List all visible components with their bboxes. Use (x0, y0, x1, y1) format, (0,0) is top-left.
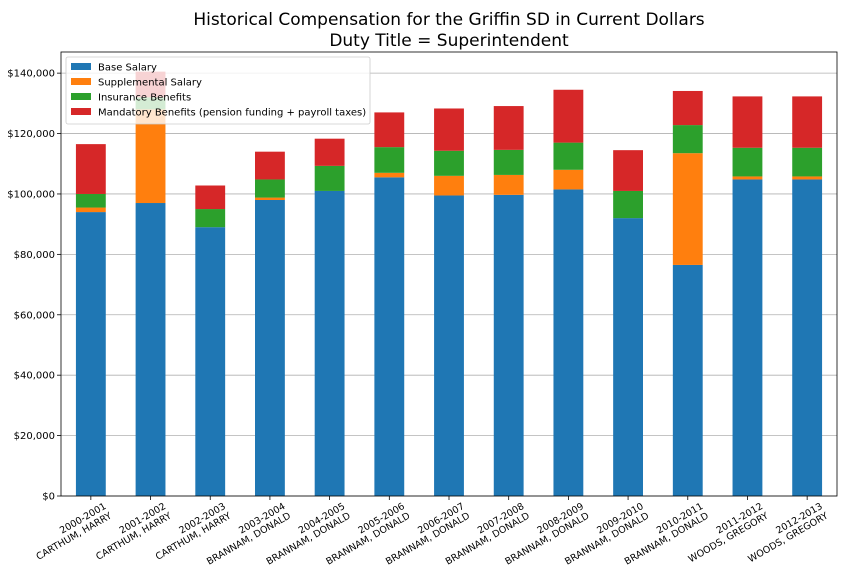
bar-segment (493, 149, 524, 175)
bar-segment (672, 90, 703, 126)
bar-segment (792, 96, 823, 148)
legend-label: Mandatory Benefits (pension funding + pa… (98, 108, 366, 119)
bar-segment (135, 203, 166, 497)
y-tick-label: $40,000 (14, 371, 55, 382)
legend-swatch (71, 93, 91, 100)
bar-segment (374, 172, 405, 178)
bar-segment (434, 195, 464, 496)
bar-segment (732, 147, 763, 177)
y-tick-label: $120,000 (7, 129, 55, 140)
bar-segment (613, 150, 643, 191)
bar-segment (195, 227, 226, 497)
bars-layer (75, 71, 823, 497)
y-tick-label: $100,000 (7, 189, 55, 200)
bar-segment (255, 151, 285, 180)
bar-segment (314, 190, 345, 496)
legend-label: Base Salary (98, 63, 157, 74)
bar-segment (553, 189, 584, 496)
bar-segment (75, 193, 106, 208)
bar-segment (255, 200, 285, 496)
bar-segment (732, 179, 763, 496)
y-tick-label: $60,000 (14, 310, 55, 321)
y-axis: $0 $20,000 $40,000 $60,000 $80,000 $100,000 $1… (7, 69, 61, 503)
chart-title: Historical Compensation for the Griffin … (193, 10, 704, 30)
bar-segment (314, 138, 345, 166)
legend-label: Supplemental Salary (98, 78, 202, 89)
bar-segment (434, 175, 464, 196)
bar-segment (75, 212, 106, 496)
legend-label: Insurance Benefits (98, 93, 191, 104)
bar-segment (434, 108, 464, 151)
chart-subtitle: Duty Title = Superintendent (329, 31, 569, 51)
x-axis: 2000-2001CARTHUM, HARRY 2001-2002CARTHUM,… (35, 496, 830, 568)
bar-segment (374, 147, 405, 173)
y-tick-label: $20,000 (14, 431, 55, 442)
bar-segment (732, 96, 763, 148)
bar-segment (613, 190, 643, 219)
legend-swatch (71, 78, 91, 85)
bar-segment (195, 209, 226, 228)
bar-segment (792, 179, 823, 496)
y-tick-label: $80,000 (14, 250, 55, 261)
bar-segment (493, 194, 524, 497)
bar-segment (672, 264, 703, 496)
bar-segment (75, 207, 106, 213)
legend: Base Salary Supplemental Salary Insurance … (65, 56, 371, 125)
bar-segment (672, 153, 703, 265)
bar-segment (613, 218, 643, 497)
bar-segment (195, 185, 226, 210)
bar-segment (255, 179, 285, 198)
bar-segment (792, 176, 823, 180)
legend-box (65, 56, 371, 125)
bar-segment (255, 197, 285, 200)
y-tick-label: $140,000 (7, 69, 55, 80)
bar-segment (732, 176, 763, 180)
bar-segment (553, 142, 584, 170)
bar-segment (135, 109, 166, 204)
bar-segment (434, 150, 464, 176)
bar-segment (553, 169, 584, 190)
bar-segment (314, 165, 345, 191)
legend-swatch (71, 63, 91, 70)
bar-segment (75, 144, 106, 194)
bar-segment (374, 177, 405, 497)
legend-swatch (71, 108, 91, 115)
bar-segment (493, 106, 524, 150)
bar-segment (792, 147, 823, 177)
bar-segment (672, 125, 703, 154)
y-tick-label: $0 (42, 492, 55, 503)
bar-segment (493, 174, 524, 195)
bar-segment (374, 112, 405, 148)
bar-segment (553, 89, 584, 143)
